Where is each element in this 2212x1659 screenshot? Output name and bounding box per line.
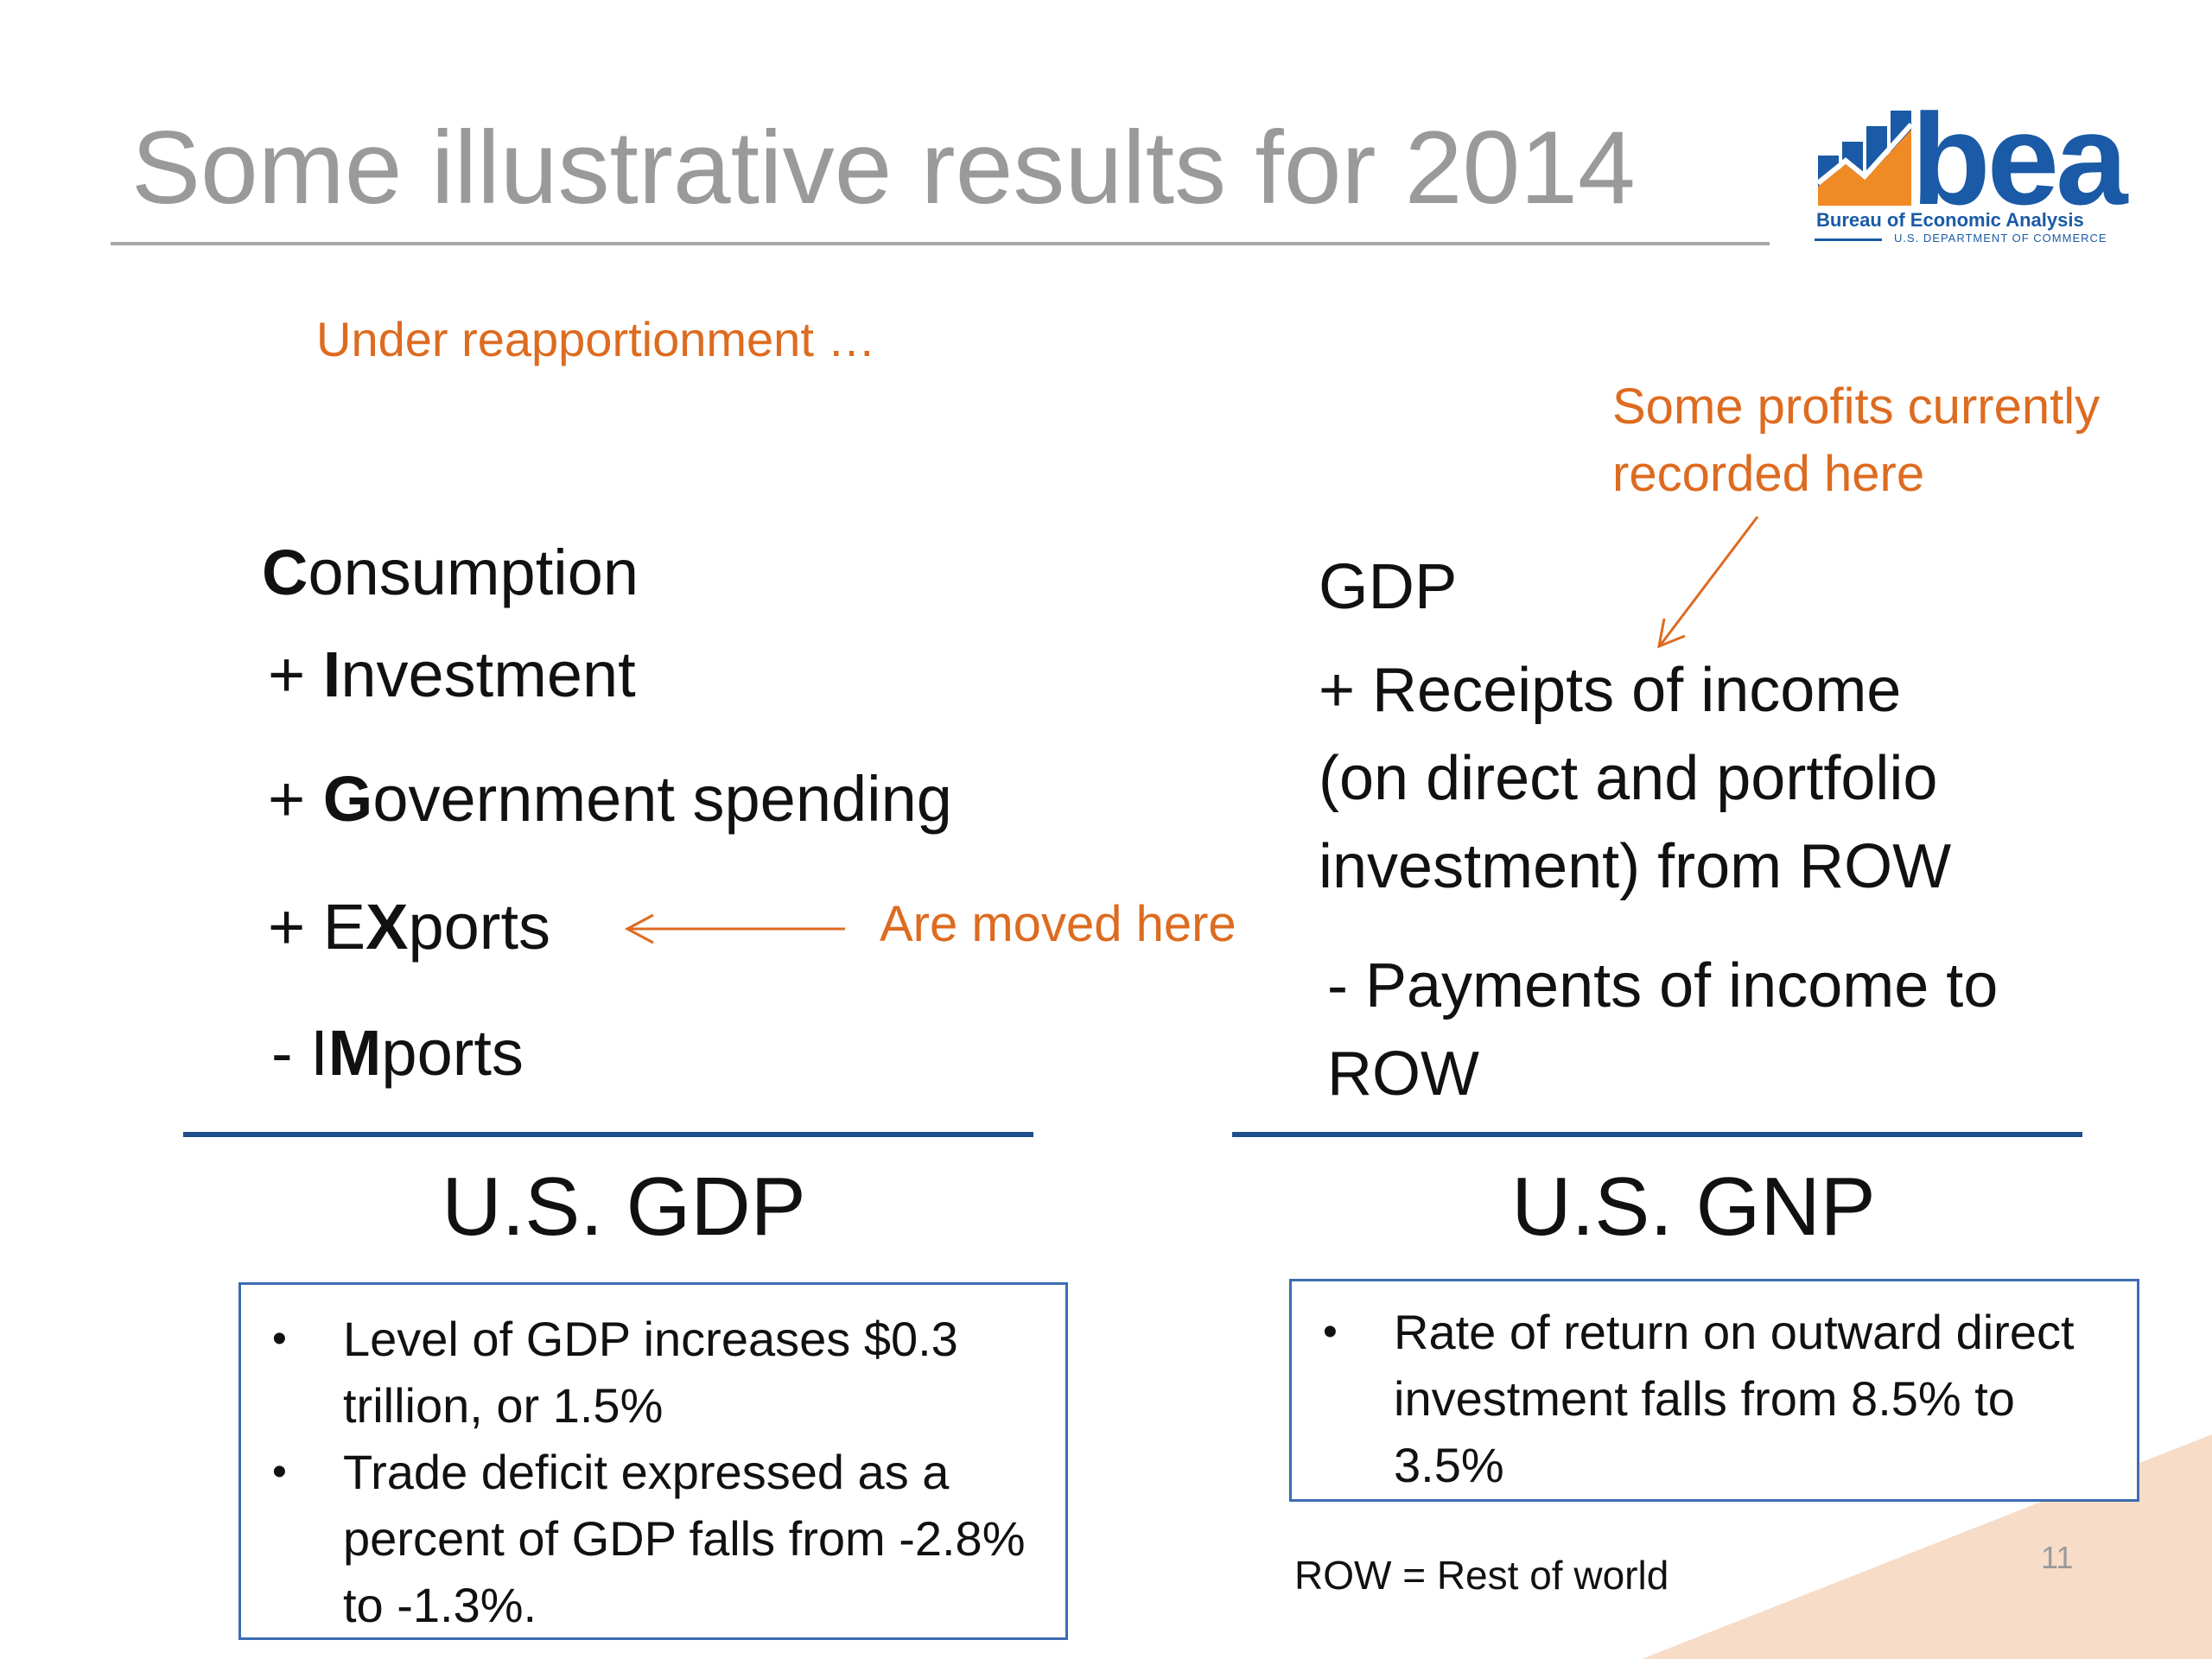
- receipts-line: + Receipts of income: [1319, 656, 1902, 725]
- arrow-to-receipts: [1657, 516, 1759, 649]
- gdp-result-item: • Level of GDP increases $0.3 trillion, o…: [251, 1306, 1045, 1439]
- gdp-sum-rule: [183, 1132, 1033, 1137]
- gnp-result-item: • Rate of return on outward direct invest…: [1302, 1299, 2116, 1498]
- bullet-icon: •: [272, 1449, 287, 1495]
- moved-label: Are moved here: [880, 896, 1236, 952]
- slide-title: Some illustrative results for 2014: [131, 110, 1636, 226]
- bullet-icon: •: [1323, 1309, 1338, 1355]
- logo-agency-name: Bureau of Economic Analysis: [1816, 209, 2084, 231]
- gnp-results-box: • Rate of return on outward direct invest…: [1289, 1279, 2139, 1502]
- us-gnp-heading: U.S. GNP: [1511, 1160, 1876, 1253]
- gnp-sum-rule: [1232, 1132, 2082, 1137]
- term-consumption: Consumption: [262, 537, 639, 608]
- gdp-results-list: • Level of GDP increases $0.3 trillion, o…: [251, 1306, 1045, 1638]
- bea-logo-icon: [1816, 111, 1914, 206]
- title-divider: [111, 242, 1770, 245]
- receipts-block: + Receipts of income (on direct and port…: [1319, 646, 1951, 911]
- payments-line: ROW: [1327, 1039, 1479, 1109]
- term-exports: + EXports: [268, 891, 551, 963]
- payments-line: - Payments of income to: [1327, 951, 1999, 1020]
- bullet-icon: •: [272, 1316, 287, 1362]
- gdp-results-box: • Level of GDP increases $0.3 trillion, o…: [238, 1282, 1068, 1640]
- logo-rule: [1815, 238, 1882, 241]
- profits-note-line: recorded here: [1612, 446, 1925, 502]
- term-imports: - IMports: [271, 1017, 524, 1089]
- us-gdp-heading: U.S. GDP: [442, 1160, 806, 1253]
- receipts-line: investment) from ROW: [1319, 832, 1952, 901]
- term-government: + Government spending: [268, 763, 952, 835]
- profits-note: Some profits currently recorded here: [1612, 373, 2100, 508]
- receipts-line: (on direct and portfolio: [1319, 744, 1938, 813]
- gnp-results-list: • Rate of return on outward direct invest…: [1302, 1299, 2116, 1498]
- logo-wordmark: bea: [1911, 86, 2127, 232]
- logo-department: U.S. DEPARTMENT OF COMMERCE: [1894, 232, 2107, 245]
- term-investment: + Investment: [268, 639, 636, 710]
- subtitle: Under reapportionment …: [316, 312, 876, 366]
- payments-block: - Payments of income to ROW: [1327, 942, 1998, 1118]
- page-number: 11: [2041, 1540, 2074, 1575]
- term-gdp: GDP: [1319, 550, 1458, 622]
- row-footnote: ROW = Rest of world: [1294, 1553, 1669, 1598]
- arrow-to-exports: [624, 913, 845, 944]
- gdp-result-item: • Trade deficit expressed as a percent of…: [251, 1439, 1045, 1638]
- profits-note-line: Some profits currently: [1612, 378, 2101, 435]
- bea-logo: bea Bureau of Economic Analysis U.S. DEP…: [1815, 86, 2127, 259]
